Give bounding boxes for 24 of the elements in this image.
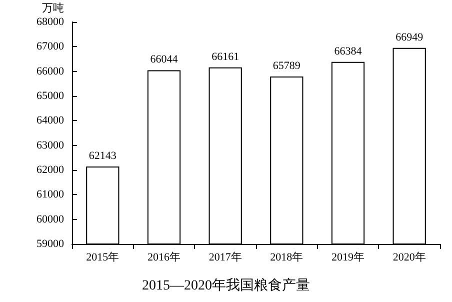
- data-label: 65789: [272, 60, 301, 72]
- y-tick-label: 65000: [36, 90, 64, 102]
- y-axis-title: 万吨: [42, 2, 64, 14]
- data-label: 62143: [88, 150, 117, 162]
- x-tick-label: 2015年: [86, 252, 120, 264]
- y-tick-label: 60000: [36, 213, 64, 226]
- x-tick-label: 2020年: [392, 252, 426, 264]
- data-label: 66044: [150, 54, 178, 66]
- text: 2015—2020年我国粮食产量: [142, 278, 310, 294]
- data-label: 66384: [334, 45, 362, 58]
- y-tick-label: 62000: [36, 164, 64, 176]
- x-tick-label: 2019年: [332, 252, 364, 264]
- x-tick-label: 2017年: [208, 252, 242, 264]
- y-tick-label: 68000: [36, 16, 64, 28]
- x-tick-label: 2016年: [148, 252, 180, 264]
- y-tick-label: 67000: [36, 40, 64, 53]
- y-tick-label: 59000: [36, 238, 64, 250]
- y-tick-label: 63000: [36, 139, 64, 152]
- y-tick-label: 64000: [36, 114, 64, 127]
- data-label: 66949: [396, 31, 424, 44]
- y-tick-label: 66000: [36, 65, 64, 78]
- x-tick-label: 2018年: [270, 252, 304, 264]
- y-tick-label: 61000: [36, 188, 64, 201]
- data-label: 66161: [212, 50, 240, 63]
